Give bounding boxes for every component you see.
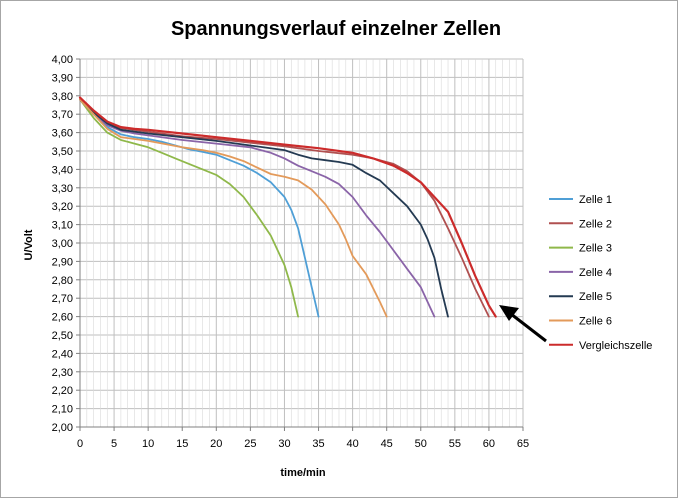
y-tick-label: 3,10 — [52, 220, 73, 232]
x-tick-label: 20 — [210, 438, 222, 450]
y-tick-label: 2,40 — [52, 348, 73, 360]
series-line-zelle-6 — [79, 98, 388, 318]
x-tick-label: 30 — [278, 438, 290, 450]
y-tick-label: 3,40 — [52, 164, 73, 176]
x-tick-label: 35 — [312, 438, 324, 450]
arrow-annotation — [499, 305, 547, 343]
series-line-zelle-1 — [79, 98, 320, 318]
legend-label: Zelle 5 — [579, 291, 612, 303]
grid-lines — [79, 58, 524, 428]
series-line-zelle-3 — [79, 98, 300, 318]
legend-label: Zelle 4 — [579, 267, 612, 279]
legend-label: Zelle 2 — [579, 218, 612, 230]
x-tick-label: 5 — [111, 438, 117, 450]
y-tick-label: 4,00 — [52, 54, 73, 66]
y-tick-label: 2,50 — [52, 330, 73, 342]
legend: Zelle 1 Zelle 2 Zelle 3 Zelle 4 Zelle 5 Zelle… — [549, 194, 652, 352]
series-line-vergleichszelle — [78, 96, 497, 318]
x-tick-label: 15 — [176, 438, 188, 450]
x-tick-label: 0 — [77, 438, 83, 450]
y-tick-label: 2,20 — [52, 385, 73, 397]
y-tick-label: 3,70 — [52, 109, 73, 121]
legend-label: Vergleichszelle — [579, 340, 652, 352]
y-axis-ticks: 2,00 2,10 2,20 2,30 2,40 2,50 2,60 2,70 2,80 2,90… — [52, 54, 80, 434]
y-tick-label: 2,90 — [52, 256, 73, 268]
y-tick-label: 3,20 — [52, 201, 73, 213]
legend-label: Zelle 6 — [579, 316, 612, 328]
series-lines — [78, 96, 497, 318]
y-tick-label: 3,60 — [52, 128, 73, 140]
y-tick-label: 2,30 — [52, 367, 73, 379]
legend-label: Zelle 1 — [579, 194, 612, 206]
x-tick-label: 55 — [449, 438, 461, 450]
y-tick-label: 2,80 — [52, 275, 73, 287]
x-tick-label: 10 — [142, 438, 154, 450]
y-tick-label: 2,10 — [52, 404, 73, 416]
y-tick-label: 2,60 — [52, 312, 73, 324]
y-axis-label: U/Volt — [23, 229, 35, 260]
y-tick-label: 3,30 — [52, 183, 73, 195]
x-tick-label: 65 — [517, 438, 529, 450]
x-axis-label: time/min — [280, 467, 326, 479]
series-line-zelle-4 — [79, 98, 436, 318]
x-tick-label: 50 — [415, 438, 427, 450]
x-tick-label: 40 — [346, 438, 358, 450]
series-line-zelle-5 — [79, 98, 449, 318]
x-tick-label: 60 — [483, 438, 495, 450]
legend-label: Zelle 3 — [579, 243, 612, 255]
y-tick-label: 3,80 — [52, 91, 73, 103]
y-tick-label: 2,70 — [52, 293, 73, 305]
y-tick-label: 3,00 — [52, 238, 73, 250]
y-tick-label: 3,50 — [52, 146, 73, 158]
x-tick-label: 25 — [244, 438, 256, 450]
x-axis-ticks: 0 5 10 15 20 25 30 35 40 45 50 55 60 65 — [77, 427, 529, 450]
x-tick-label: 45 — [381, 438, 393, 450]
y-tick-label: 3,90 — [52, 72, 73, 84]
chart-title: Spannungsverlauf einzelner Zellen — [171, 18, 501, 40]
y-tick-label: 2,00 — [52, 422, 73, 434]
